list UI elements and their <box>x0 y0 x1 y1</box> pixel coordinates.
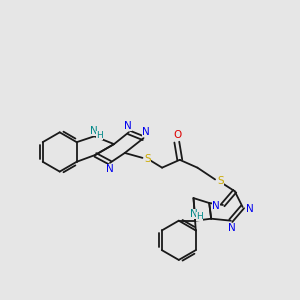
Text: N: N <box>246 204 253 214</box>
Text: O: O <box>174 130 182 140</box>
Text: S: S <box>218 176 224 186</box>
Text: N: N <box>212 201 220 211</box>
Text: N: N <box>89 126 97 136</box>
Text: N: N <box>124 122 132 131</box>
Text: H: H <box>96 131 103 140</box>
Text: H: H <box>196 212 203 221</box>
Text: S: S <box>144 154 151 164</box>
Text: N: N <box>190 209 197 219</box>
Text: N: N <box>142 127 149 137</box>
Text: N: N <box>106 164 114 174</box>
Text: N: N <box>228 223 236 232</box>
